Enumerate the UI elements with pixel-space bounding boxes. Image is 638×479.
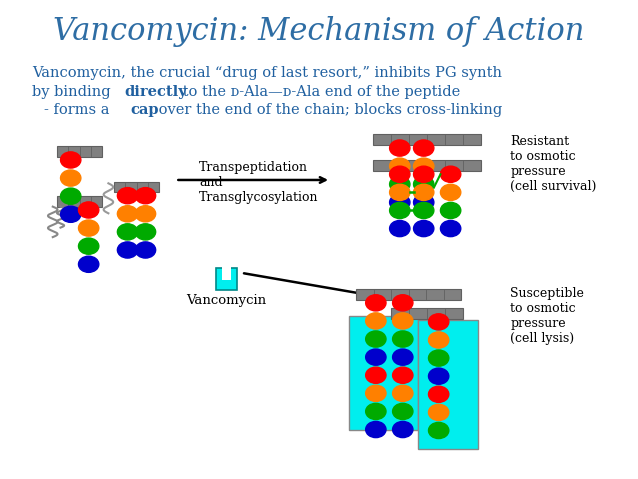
Bar [357,289,461,299]
Circle shape [135,188,156,204]
Text: - forms a: - forms a [44,103,114,117]
Bar [418,320,478,449]
Text: Transpeptidation
and
Transglycosylation: Transpeptidation and Transglycosylation [199,161,319,204]
Circle shape [429,350,449,366]
Circle shape [117,242,138,258]
Circle shape [413,194,434,210]
Circle shape [429,404,449,421]
Circle shape [440,202,461,218]
Circle shape [135,205,156,222]
Text: cap: cap [131,103,159,117]
Circle shape [366,422,386,438]
Circle shape [390,176,410,193]
Circle shape [390,166,410,182]
Circle shape [135,224,156,240]
Circle shape [413,166,434,182]
Text: Susceptible
to osmotic
pressure
(cell lysis): Susceptible to osmotic pressure (cell ly… [510,287,584,345]
Text: Resistant
to osmotic
pressure
(cell survival): Resistant to osmotic pressure (cell surv… [510,135,597,193]
Circle shape [366,403,386,420]
Circle shape [440,184,461,200]
Circle shape [413,220,434,237]
Circle shape [390,220,410,237]
Circle shape [61,152,81,168]
Bar [373,134,480,145]
Circle shape [392,349,413,365]
Circle shape [390,140,410,156]
Circle shape [390,158,410,174]
Circle shape [61,188,81,204]
Circle shape [366,367,386,383]
Circle shape [429,386,449,402]
Bar [57,196,102,206]
Circle shape [392,385,413,401]
Bar [114,182,159,193]
Circle shape [366,349,386,365]
Circle shape [61,170,81,186]
Circle shape [392,422,413,438]
Circle shape [78,220,99,236]
Circle shape [366,385,386,401]
Circle shape [61,206,81,222]
Circle shape [413,202,434,218]
Circle shape [390,202,410,218]
Bar [221,267,231,280]
Circle shape [390,194,410,210]
Circle shape [117,188,138,204]
Circle shape [135,242,156,258]
Circle shape [413,158,434,174]
Circle shape [392,295,413,311]
Bar [349,316,418,430]
Text: Vancomycin, the crucial “drug of last resort,” inhibits PG synth: Vancomycin, the crucial “drug of last re… [32,66,502,80]
Circle shape [390,184,410,200]
Circle shape [413,140,434,156]
Circle shape [78,238,99,254]
Circle shape [429,368,449,384]
Circle shape [440,220,461,237]
Circle shape [429,314,449,330]
Bar [391,308,463,319]
Circle shape [117,224,138,240]
Circle shape [366,313,386,329]
Text: by binding: by binding [32,85,115,99]
Text: directly: directly [124,85,188,99]
Circle shape [392,367,413,383]
Bar [373,160,480,171]
Circle shape [413,176,434,193]
Text: to the ᴅ-Ala—ᴅ-Ala end of the peptide: to the ᴅ-Ala—ᴅ-Ala end of the peptide [179,85,461,99]
Circle shape [117,205,138,222]
Circle shape [429,422,449,439]
Text: Vancomycin: Vancomycin [186,294,266,307]
Circle shape [78,202,99,218]
Circle shape [392,331,413,347]
Circle shape [429,332,449,348]
Bar [57,146,102,157]
Circle shape [392,313,413,329]
Circle shape [413,184,434,200]
Circle shape [78,256,99,273]
Text: Vancomycin: Mechanism of Action: Vancomycin: Mechanism of Action [54,16,584,46]
Circle shape [366,331,386,347]
Bar [216,268,237,289]
Circle shape [366,295,386,311]
Circle shape [392,403,413,420]
Text: over the end of the chain; blocks cross-linking: over the end of the chain; blocks cross-… [154,103,503,117]
Circle shape [440,166,461,182]
